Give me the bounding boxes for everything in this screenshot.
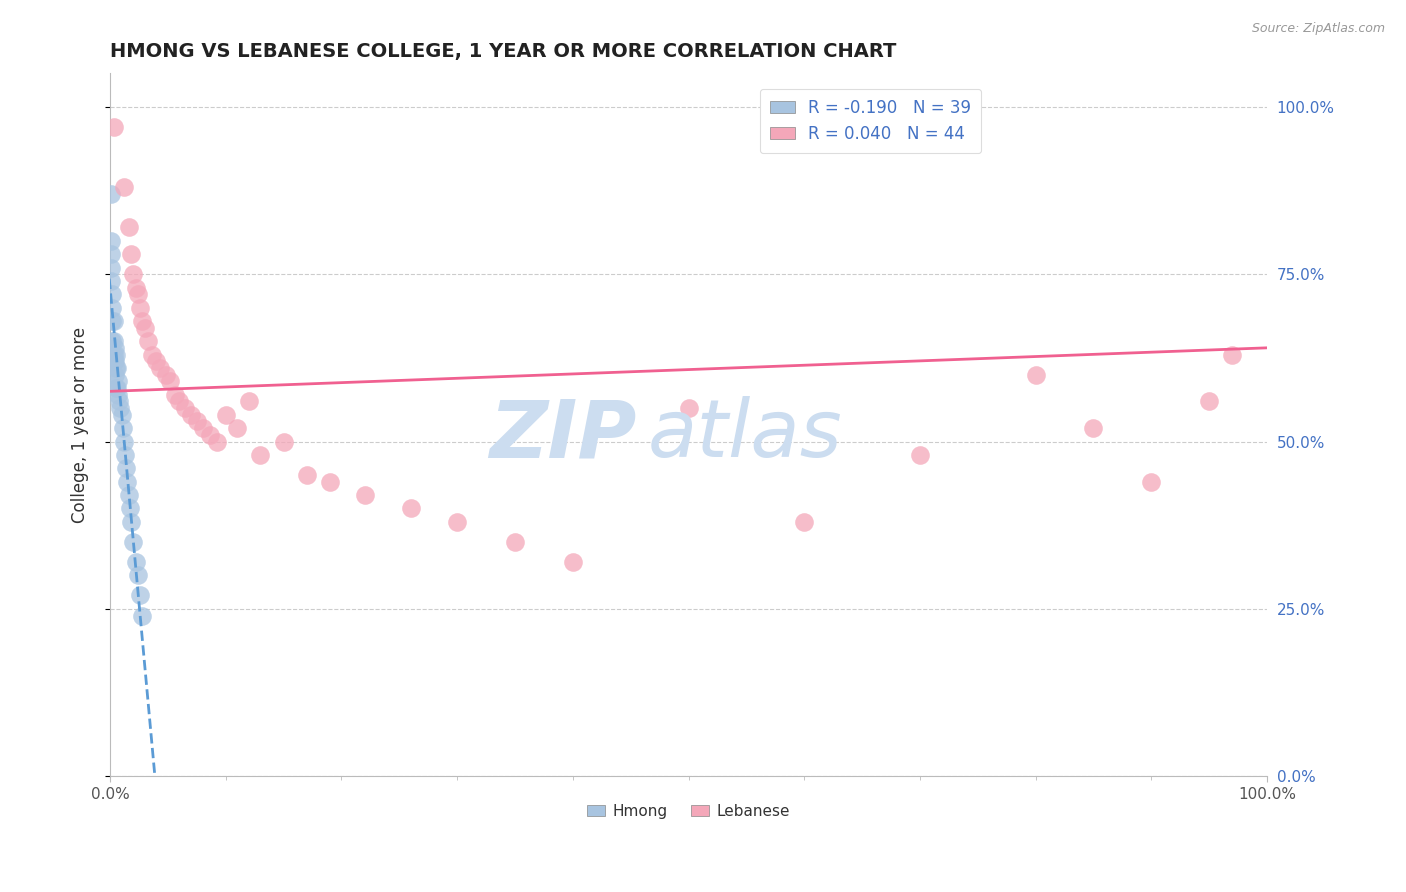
Point	[101, 301, 124, 315]
Point	[117, 475, 139, 489]
Point	[908, 448, 931, 462]
Point	[122, 535, 145, 549]
Text: HMONG VS LEBANESE COLLEGE, 1 YEAR OR MORE CORRELATION CHART: HMONG VS LEBANESE COLLEGE, 1 YEAR OR MOR…	[110, 42, 897, 61]
Point	[129, 301, 152, 315]
Point	[117, 220, 139, 235]
Point	[101, 314, 124, 328]
Point	[111, 408, 134, 422]
Point	[205, 434, 228, 449]
Point	[103, 120, 125, 134]
Point	[100, 186, 122, 201]
Legend: Hmong, Lebanese: Hmong, Lebanese	[581, 797, 796, 825]
Point	[174, 401, 197, 415]
Point	[104, 354, 127, 368]
Point	[1220, 347, 1243, 361]
Point	[134, 320, 156, 334]
Point	[1025, 368, 1047, 382]
Point	[249, 448, 271, 462]
Point	[353, 488, 375, 502]
Point	[215, 408, 238, 422]
Point	[169, 394, 191, 409]
Point	[793, 515, 815, 529]
Point	[120, 515, 142, 529]
Point	[120, 247, 142, 261]
Point	[101, 334, 124, 348]
Point	[1140, 475, 1163, 489]
Point	[117, 488, 139, 502]
Point	[104, 347, 127, 361]
Point	[101, 287, 124, 301]
Point	[503, 535, 526, 549]
Point	[103, 314, 125, 328]
Point	[104, 341, 127, 355]
Point	[104, 381, 127, 395]
Point	[145, 354, 167, 368]
Point	[186, 414, 208, 428]
Text: ZIP: ZIP	[489, 396, 637, 475]
Point	[446, 515, 468, 529]
Point	[163, 387, 186, 401]
Point	[226, 421, 249, 435]
Point	[103, 354, 125, 368]
Point	[104, 360, 127, 375]
Point	[114, 448, 136, 462]
Point	[198, 427, 221, 442]
Point	[141, 347, 163, 361]
Point	[127, 287, 149, 301]
Point	[136, 334, 159, 348]
Point	[273, 434, 295, 449]
Point	[115, 461, 138, 475]
Point	[678, 401, 700, 415]
Point	[319, 475, 342, 489]
Point	[100, 247, 122, 261]
Point	[131, 314, 153, 328]
Point	[103, 334, 125, 348]
Point	[100, 260, 122, 275]
Point	[124, 280, 146, 294]
Point	[180, 408, 202, 422]
Point	[111, 421, 134, 435]
Text: atlas: atlas	[648, 396, 842, 475]
Point	[1083, 421, 1105, 435]
Point	[107, 374, 129, 388]
Point	[238, 394, 260, 409]
Point	[191, 421, 214, 435]
Point	[131, 608, 153, 623]
Y-axis label: College, 1 year or more: College, 1 year or more	[72, 326, 89, 523]
Point	[295, 468, 318, 483]
Point	[155, 368, 177, 382]
Point	[105, 360, 128, 375]
Point	[112, 180, 135, 194]
Point	[1198, 394, 1220, 409]
Point	[118, 501, 141, 516]
Point	[122, 267, 145, 281]
Point	[107, 387, 129, 401]
Point	[149, 360, 172, 375]
Text: Source: ZipAtlas.com: Source: ZipAtlas.com	[1251, 22, 1385, 36]
Point	[399, 501, 422, 516]
Point	[561, 555, 583, 569]
Point	[104, 368, 127, 382]
Point	[129, 589, 152, 603]
Point	[127, 568, 149, 582]
Point	[159, 374, 181, 388]
Point	[108, 394, 131, 409]
Point	[103, 347, 125, 361]
Point	[100, 274, 122, 288]
Point	[105, 381, 128, 395]
Point	[112, 434, 135, 449]
Point	[100, 234, 122, 248]
Point	[110, 401, 132, 415]
Point	[124, 555, 146, 569]
